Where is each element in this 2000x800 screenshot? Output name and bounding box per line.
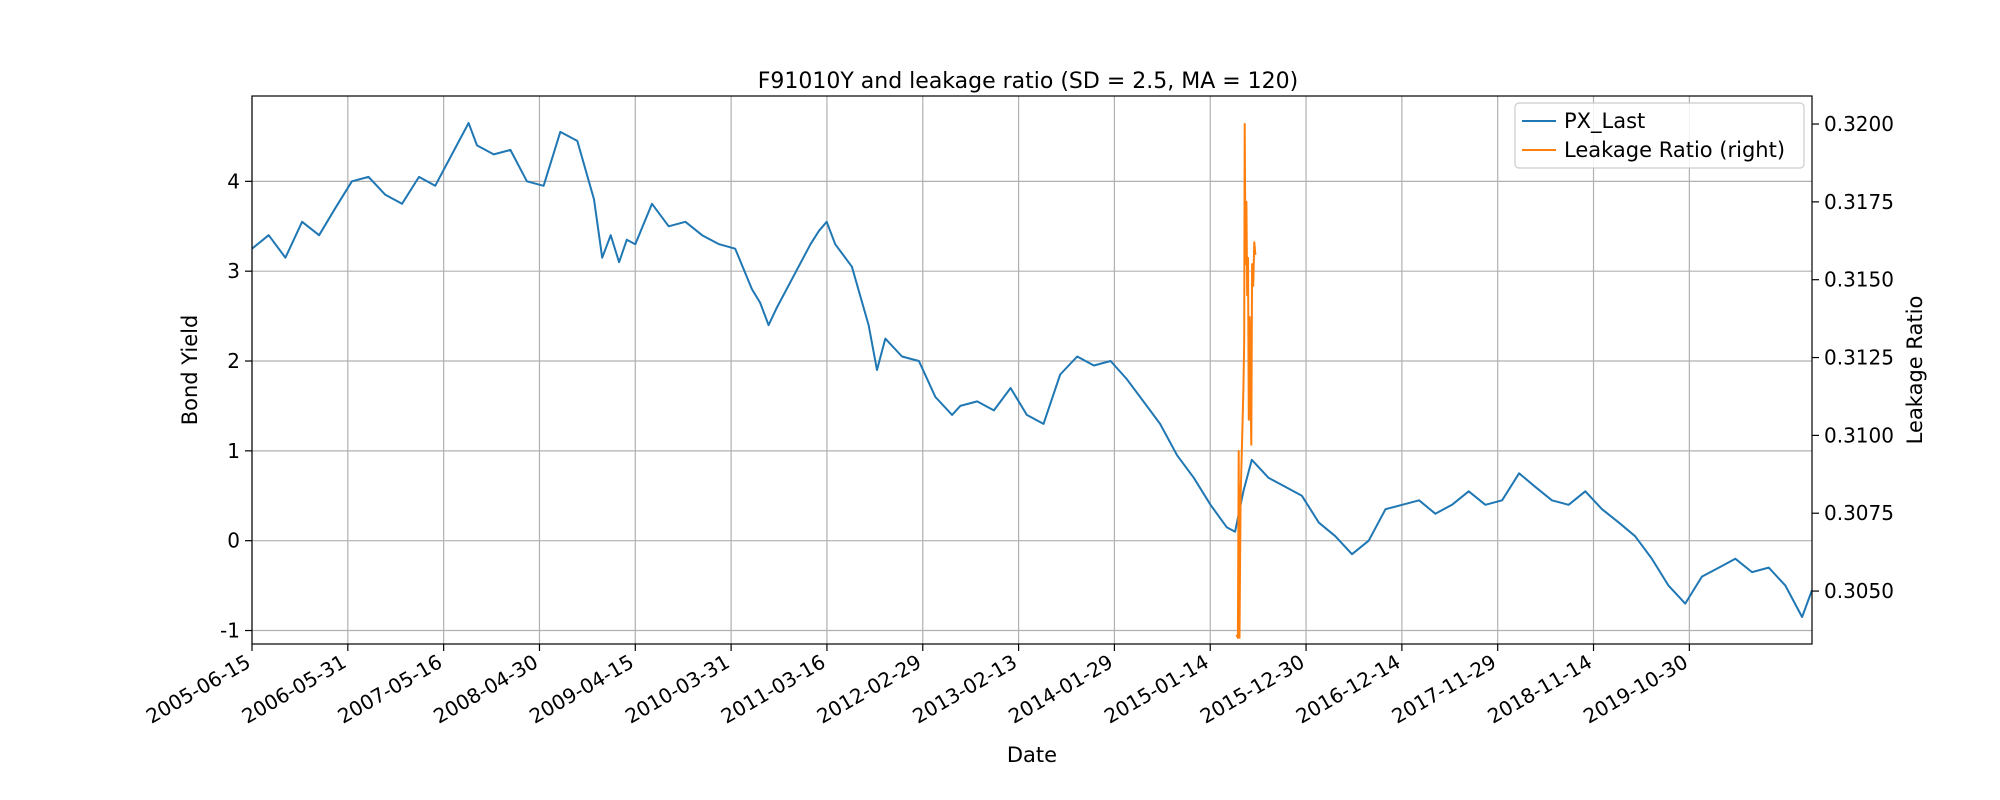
x-tick-label: 2019-10-30 (1579, 650, 1692, 729)
y-tick-label-left: 1 (227, 439, 240, 463)
x-tick-label: 2015-01-14 (1100, 650, 1213, 729)
y-tick-label-left: 4 (227, 169, 240, 193)
x-tick-label: 2008-04-30 (429, 650, 542, 729)
y-tick-label-left: 0 (227, 529, 240, 553)
y-tick-label-right: 0.3175 (1824, 190, 1894, 214)
x-tick-label: 2017-11-29 (1388, 650, 1501, 729)
x-tick-label: 2014-01-29 (1004, 650, 1117, 729)
y-tick-label-left: 3 (227, 259, 240, 283)
y-tick-label-left: 2 (227, 349, 240, 373)
y-axis-right: 0.3050 0.3075 0.3100 0.3125 0.3150 0.3175 0.32… (1812, 112, 1894, 603)
y-tick-label-left: -1 (220, 619, 240, 643)
y-axis-left: -1 0 1 2 3 4 (220, 169, 252, 643)
y-axis-title-right: Leakage Ratio (1903, 296, 1927, 445)
y-tick-label-right: 0.3100 (1824, 423, 1894, 447)
y-axis-title-left: Bond Yield (178, 315, 202, 426)
x-tick-label: 2012-02-29 (813, 650, 926, 729)
x-tick-label: 2009-04-15 (525, 650, 638, 729)
x-tick-label: 2010-03-31 (621, 650, 734, 729)
y-tick-label-right: 0.3125 (1824, 346, 1894, 370)
y-tick-label-right: 0.3050 (1824, 579, 1894, 603)
series-layer (251, 122, 1813, 639)
x-axis: 2005-06-152006-05-312007-05-162008-04-30… (142, 644, 1692, 728)
legend-label-leakage: Leakage Ratio (right) (1564, 138, 1785, 162)
plot-frame (251, 95, 1813, 645)
x-tick-label: 2011-03-16 (717, 650, 830, 729)
x-tick-label: 2013-02-13 (908, 650, 1021, 729)
series-line-leakage (1235, 123, 1257, 639)
x-tick-label: 2015-12-30 (1196, 650, 1309, 729)
legend: PX_Last Leakage Ratio (right) (1514, 102, 1805, 169)
series-line-px-last (251, 122, 1813, 618)
x-tick-label: 2005-06-15 (142, 650, 255, 729)
y-tick-label-right: 0.3150 (1824, 268, 1894, 292)
y-tick-label-right: 0.3075 (1824, 501, 1894, 525)
chart-title: F91010Y and leakage ratio (SD = 2.5, MA … (758, 69, 1299, 94)
x-tick-label: 2006-05-31 (238, 650, 351, 729)
x-axis-title: Date (1007, 743, 1057, 767)
x-tick-label: 2016-12-14 (1292, 650, 1405, 729)
x-tick-label: 2018-11-14 (1483, 650, 1596, 729)
y-tick-label-right: 0.3200 (1824, 112, 1894, 136)
legend-box (1514, 102, 1805, 169)
x-tick-label: 2007-05-16 (333, 650, 446, 729)
grid (251, 96, 1812, 644)
legend-label-px-last: PX_Last (1564, 109, 1645, 134)
